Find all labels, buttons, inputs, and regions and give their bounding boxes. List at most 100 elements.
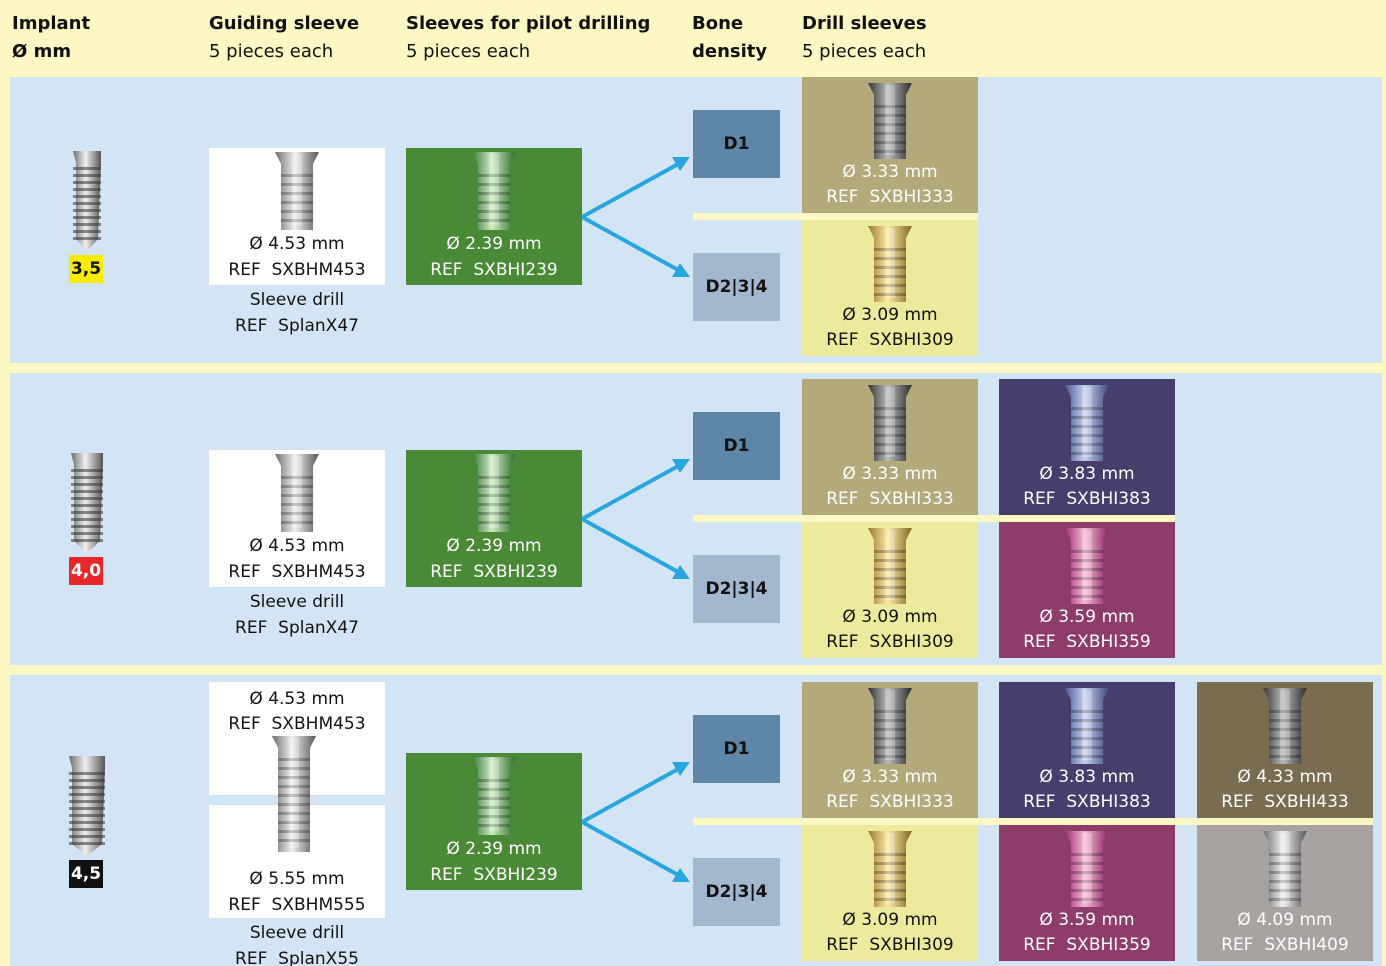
diameter: Ø 2.39 mm bbox=[446, 234, 542, 254]
drill-sleeve-box: Ø 3.59 mm REF SXBHI359 bbox=[999, 522, 1175, 658]
sleeve-drill: Sleeve drill REF SplanX55 bbox=[209, 922, 385, 966]
header-sub: 5 pieces each bbox=[802, 41, 927, 62]
separator bbox=[693, 818, 1373, 825]
drill-sleeve-box: Ø 3.09 mm REF SXBHI309 bbox=[802, 825, 978, 961]
density-label: D2|3|4 bbox=[693, 253, 780, 321]
sleeve-image bbox=[275, 454, 319, 532]
ref: REF SXBHI333 bbox=[826, 489, 954, 509]
sleeve-image bbox=[472, 454, 516, 532]
header-title: Implant bbox=[12, 13, 91, 34]
header-sub: 5 pieces each bbox=[209, 41, 334, 62]
diameter: Ø 3.33 mm bbox=[842, 464, 938, 484]
drill-sleeve-box: Ø 3.09 mm REF SXBHI309 bbox=[802, 522, 978, 658]
drill-sleeve-box: Ø 3.83 mm REF SXBHI383 bbox=[999, 682, 1175, 818]
implant-image bbox=[73, 151, 101, 251]
header-col: Implant Ø mm bbox=[12, 10, 90, 66]
diameter: Ø 4.53 mm bbox=[249, 689, 345, 709]
diameter: Ø 3.83 mm bbox=[1039, 464, 1135, 484]
sleeve-image bbox=[1065, 528, 1109, 604]
separator bbox=[693, 213, 978, 220]
diameter: Ø 3.33 mm bbox=[842, 767, 938, 787]
sleeve-image bbox=[868, 226, 912, 302]
pilot-sleeve-box: Ø 2.39 mm REF SXBHI239 bbox=[406, 753, 582, 890]
ref: REF SXBHI239 bbox=[430, 260, 558, 280]
ref: REF SXBHM453 bbox=[228, 562, 366, 582]
header-col: Bone density bbox=[692, 10, 767, 66]
implant-label: 4,0 bbox=[69, 557, 103, 585]
ref: REF SXBHI239 bbox=[430, 865, 558, 885]
implant-label: 3,5 bbox=[69, 255, 103, 283]
drill-sleeve-box: Ø 3.33 mm REF SXBHI333 bbox=[802, 77, 978, 213]
ref: REF SXBHI239 bbox=[430, 562, 558, 582]
diameter: Ø 3.33 mm bbox=[842, 162, 938, 182]
sleeve-image bbox=[1065, 688, 1109, 764]
implant-label: 4,5 bbox=[69, 860, 103, 888]
header-col: Drill sleeves 5 pieces each bbox=[802, 10, 927, 66]
header-sub: 5 pieces each bbox=[406, 41, 531, 62]
diameter: Ø 3.09 mm bbox=[842, 305, 938, 325]
guiding-sleeve-box: Ø 4.53 mm REF SXBHM453 bbox=[209, 450, 385, 587]
header-title: Bone bbox=[692, 13, 744, 34]
sleeve-drill-ref: REF SplanX55 bbox=[235, 949, 359, 966]
sleeve-image bbox=[868, 385, 912, 461]
header-sub: Ø mm bbox=[12, 41, 72, 62]
ref: REF SXBHI433 bbox=[1221, 792, 1349, 812]
ref: REF SXBHI409 bbox=[1221, 935, 1349, 955]
sleeve-image bbox=[275, 152, 319, 230]
sleeve-drill: Sleeve drill REF SplanX47 bbox=[209, 591, 385, 643]
sleeve-image bbox=[868, 688, 912, 764]
diameter: Ø 5.55 mm bbox=[249, 869, 345, 889]
diameter: Ø 2.39 mm bbox=[446, 839, 542, 859]
pilot-sleeve-box: Ø 2.39 mm REF SXBHI239 bbox=[406, 148, 582, 285]
drill-sleeve-box: Ø 3.09 mm REF SXBHI309 bbox=[802, 220, 978, 356]
drill-sleeve-box: Ø 3.83 mm REF SXBHI383 bbox=[999, 379, 1175, 515]
drill-sleeve-box: Ø 3.59 mm REF SXBHI359 bbox=[999, 825, 1175, 961]
arrows bbox=[581, 459, 690, 579]
density-label: D1 bbox=[693, 412, 780, 480]
sleeve-image bbox=[272, 736, 316, 852]
sleeve-drill-ref: REF SplanX47 bbox=[235, 618, 359, 638]
arrows bbox=[581, 762, 690, 882]
ref: REF SXBHI333 bbox=[826, 187, 954, 207]
sleeve-image bbox=[472, 757, 516, 835]
ref: REF SXBHI309 bbox=[826, 935, 954, 955]
ref: REF SXBHI359 bbox=[1023, 632, 1151, 652]
separator bbox=[693, 515, 1175, 522]
sleeve-drill-label: Sleeve drill bbox=[249, 290, 345, 310]
sleeve-image bbox=[868, 528, 912, 604]
diameter: Ø 3.09 mm bbox=[842, 910, 938, 930]
header-title: Drill sleeves bbox=[802, 13, 927, 34]
pilot-sleeve-box: Ø 2.39 mm REF SXBHI239 bbox=[406, 450, 582, 587]
header-col: Sleeves for pilot drilling 5 pieces each bbox=[406, 10, 650, 66]
drill-sleeve-box: Ø 3.33 mm REF SXBHI333 bbox=[802, 379, 978, 515]
diameter: Ø 4.09 mm bbox=[1237, 910, 1333, 930]
diameter: Ø 4.53 mm bbox=[249, 234, 345, 254]
implant-image bbox=[71, 453, 103, 553]
drill-sleeve-box: Ø 4.09 mm REF SXBHI409 bbox=[1197, 825, 1373, 961]
diameter: Ø 3.83 mm bbox=[1039, 767, 1135, 787]
sleeve-image bbox=[1263, 688, 1307, 764]
ref: REF SXBHM453 bbox=[228, 714, 366, 734]
sleeve-drill-label: Sleeve drill bbox=[249, 923, 345, 943]
drill-sleeve-box: Ø 4.33 mm REF SXBHI433 bbox=[1197, 682, 1373, 818]
header-sub: density bbox=[692, 41, 768, 62]
diameter: Ø 3.59 mm bbox=[1039, 910, 1135, 930]
diameter: Ø 3.09 mm bbox=[842, 607, 938, 627]
sleeve-image bbox=[868, 831, 912, 907]
sleeve-drill-ref: REF SplanX47 bbox=[235, 316, 359, 336]
diameter: Ø 3.59 mm bbox=[1039, 607, 1135, 627]
diameter: Ø 2.39 mm bbox=[446, 536, 542, 556]
ref: REF SXBHI383 bbox=[1023, 489, 1151, 509]
arrows bbox=[581, 157, 690, 277]
drill-sleeve-box: Ø 3.33 mm REF SXBHI333 bbox=[802, 682, 978, 818]
density-label: D1 bbox=[693, 110, 780, 178]
guiding-sleeve-box: Ø 4.53 mm REF SXBHM453 bbox=[209, 148, 385, 285]
diameter: Ø 4.53 mm bbox=[249, 536, 345, 556]
ref: REF SXBHI333 bbox=[826, 792, 954, 812]
sleeve-image bbox=[868, 83, 912, 159]
sleeve-image bbox=[472, 152, 516, 230]
ref: REF SXBHM453 bbox=[228, 260, 366, 280]
header-title: Sleeves for pilot drilling bbox=[406, 13, 651, 34]
sleeve-drill: Sleeve drill REF SplanX47 bbox=[209, 289, 385, 341]
